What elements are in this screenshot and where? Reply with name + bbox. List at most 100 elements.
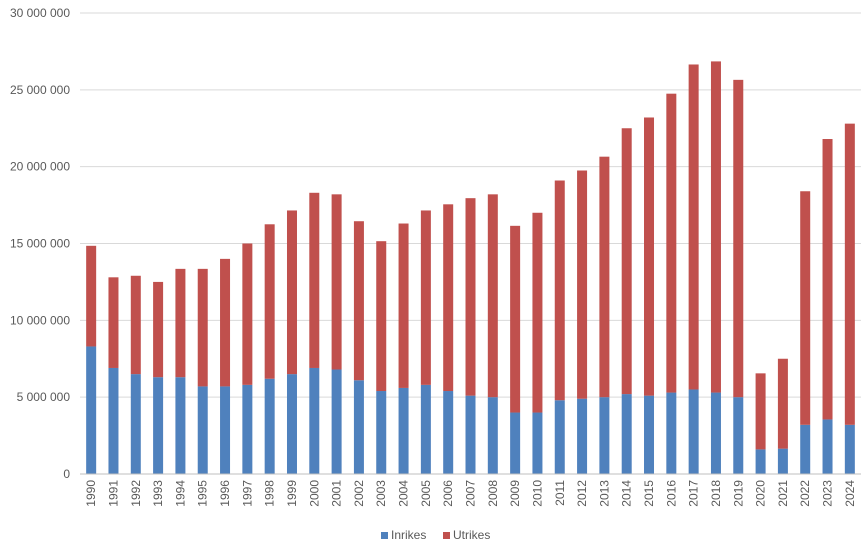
bar-inrikes-2023 <box>822 419 833 474</box>
y-tick-label: 30 000 000 <box>10 6 70 20</box>
x-tick-label: 2024 <box>843 480 857 507</box>
bar-inrikes-1994 <box>175 377 186 474</box>
bar-inrikes-1999 <box>286 374 297 474</box>
x-tick-label: 2013 <box>597 480 611 507</box>
bar-utrikes-1998 <box>264 224 275 379</box>
y-tick-label: 15 000 000 <box>10 237 70 251</box>
bar-utrikes-2014 <box>621 128 632 395</box>
x-tick-label: 2014 <box>620 480 634 507</box>
bar-inrikes-2017 <box>688 389 699 474</box>
y-tick-label: 20 000 000 <box>10 160 70 174</box>
bar-utrikes-2007 <box>465 198 476 396</box>
x-tick-label: 1997 <box>240 480 254 507</box>
bar-inrikes-2012 <box>577 398 588 474</box>
bar-utrikes-2011 <box>554 180 565 401</box>
bar-inrikes-2005 <box>420 384 431 474</box>
bar-utrikes-2003 <box>376 241 387 392</box>
bars <box>86 61 855 474</box>
x-tick-label: 2019 <box>731 480 745 507</box>
x-tick-label: 2004 <box>397 480 411 507</box>
bar-utrikes-2005 <box>420 210 431 385</box>
bar-inrikes-1997 <box>242 384 253 474</box>
x-tick-label: 1994 <box>173 480 187 507</box>
x-tick-label: 2018 <box>709 480 723 507</box>
bar-inrikes-2004 <box>398 387 409 474</box>
bar-inrikes-2020 <box>755 449 766 474</box>
legend-swatch-utrikes <box>443 532 450 539</box>
bar-utrikes-2004 <box>398 223 409 388</box>
x-tick-label: 1998 <box>263 480 277 507</box>
x-tick-label: 2023 <box>821 480 835 507</box>
y-tick-label: 0 <box>63 467 70 481</box>
x-tick-label: 1995 <box>196 480 210 507</box>
bar-inrikes-2014 <box>621 394 632 474</box>
bar-inrikes-1993 <box>153 377 164 474</box>
bar-utrikes-2020 <box>755 373 766 450</box>
bar-utrikes-2019 <box>733 79 744 398</box>
legend-label-inrikes: Inrikes <box>391 528 426 542</box>
bar-utrikes-2002 <box>353 221 364 381</box>
y-axis-tick-labels: 0 5 000 000 10 000 000 15 000 000 20 000 000… <box>10 6 70 481</box>
x-tick-label: 1999 <box>285 480 299 507</box>
bar-utrikes-1997 <box>242 243 253 385</box>
bar-utrikes-1991 <box>108 277 119 368</box>
y-tick-label: 25 000 000 <box>10 83 70 97</box>
bar-utrikes-2001 <box>331 194 342 370</box>
bar-utrikes-2008 <box>487 194 498 398</box>
bar-inrikes-2021 <box>777 448 788 474</box>
bar-utrikes-1993 <box>153 281 164 378</box>
bar-utrikes-1994 <box>175 268 186 378</box>
x-tick-label: 2009 <box>508 480 522 507</box>
bar-utrikes-2006 <box>443 204 454 392</box>
bar-inrikes-2016 <box>666 392 677 474</box>
x-tick-label: 2012 <box>575 480 589 507</box>
bar-inrikes-1996 <box>220 386 231 474</box>
x-tick-label: 2003 <box>374 480 388 507</box>
bar-utrikes-1995 <box>197 268 208 387</box>
bar-inrikes-2018 <box>710 392 721 474</box>
x-tick-label: 2011 <box>553 480 567 506</box>
bar-inrikes-1991 <box>108 367 119 474</box>
x-tick-label: 2017 <box>687 480 701 507</box>
bar-utrikes-2009 <box>510 225 521 413</box>
bar-inrikes-2009 <box>510 412 521 474</box>
bar-inrikes-2011 <box>554 400 565 474</box>
bar-utrikes-2012 <box>577 170 588 399</box>
bar-inrikes-2001 <box>331 369 342 474</box>
bar-utrikes-2016 <box>666 93 677 393</box>
bar-inrikes-1998 <box>264 378 275 474</box>
bar-inrikes-2015 <box>644 395 655 474</box>
x-tick-label: 1992 <box>129 480 143 507</box>
bar-inrikes-2019 <box>733 397 744 474</box>
bar-utrikes-2015 <box>644 117 655 396</box>
bar-utrikes-2013 <box>599 156 610 398</box>
x-tick-label: 2006 <box>441 480 455 507</box>
bar-utrikes-1990 <box>86 245 97 347</box>
bar-utrikes-2021 <box>777 358 788 449</box>
bar-inrikes-1992 <box>130 374 141 474</box>
x-tick-label: 1996 <box>218 480 232 507</box>
bar-utrikes-2023 <box>822 139 833 420</box>
x-tick-label: 1993 <box>151 480 165 507</box>
bar-utrikes-2018 <box>710 61 721 393</box>
legend-swatch-inrikes <box>381 532 388 539</box>
bar-utrikes-2017 <box>688 64 699 390</box>
y-tick-label: 5 000 000 <box>17 390 71 404</box>
x-tick-label: 2016 <box>664 480 678 507</box>
bar-inrikes-2007 <box>465 395 476 474</box>
legend-label-utrikes: Utrikes <box>453 528 490 542</box>
bar-inrikes-2024 <box>844 424 855 474</box>
bar-utrikes-2010 <box>532 212 543 413</box>
bar-inrikes-2006 <box>443 391 454 474</box>
x-tick-label: 2002 <box>352 480 366 507</box>
x-tick-label: 2020 <box>754 480 768 507</box>
bar-inrikes-2010 <box>532 412 543 474</box>
x-tick-label: 2001 <box>330 480 344 507</box>
bar-inrikes-1995 <box>197 386 208 474</box>
x-tick-label: 2008 <box>486 480 500 507</box>
bar-inrikes-2000 <box>309 367 320 474</box>
x-tick-label: 2021 <box>776 480 790 507</box>
bar-inrikes-2003 <box>376 391 387 474</box>
bar-utrikes-1999 <box>286 210 297 375</box>
bar-utrikes-2000 <box>309 192 320 368</box>
